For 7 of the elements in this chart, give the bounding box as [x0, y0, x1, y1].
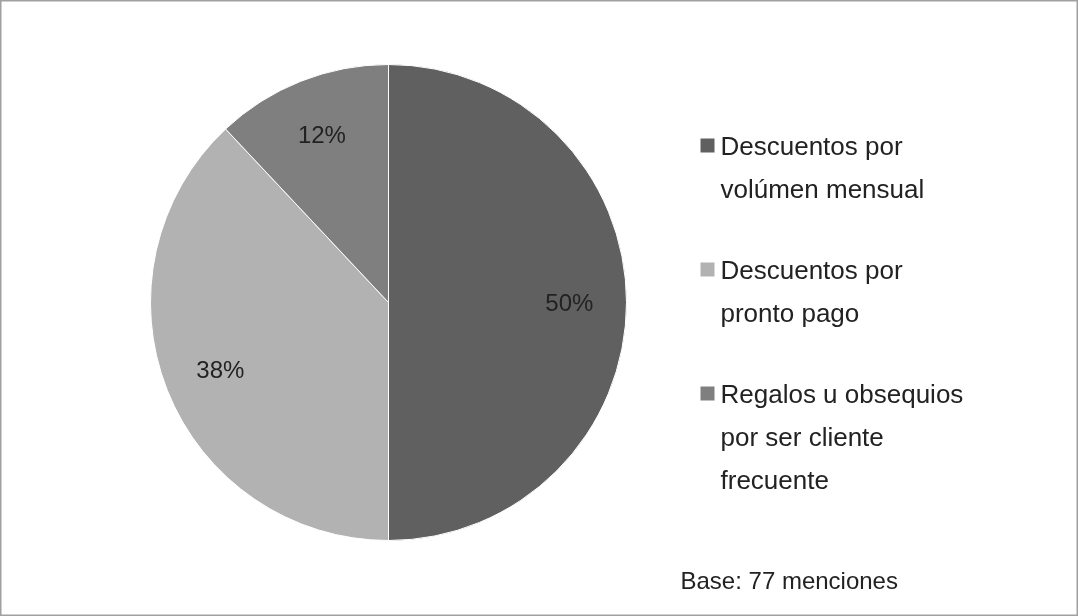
text: Base: 77 menciones — [680, 567, 898, 594]
data-label: 38% — [196, 355, 245, 383]
legend-label: Descuentos por volúmen mensual — [720, 130, 925, 204]
legend-label: Regalos u obsequios por ser cliente frecuente — [720, 378, 964, 495]
data-label: 50% — [545, 289, 594, 316]
legend-label: Descuentos por pronto pago — [720, 254, 903, 328]
data-label: 12% — [297, 120, 346, 148]
